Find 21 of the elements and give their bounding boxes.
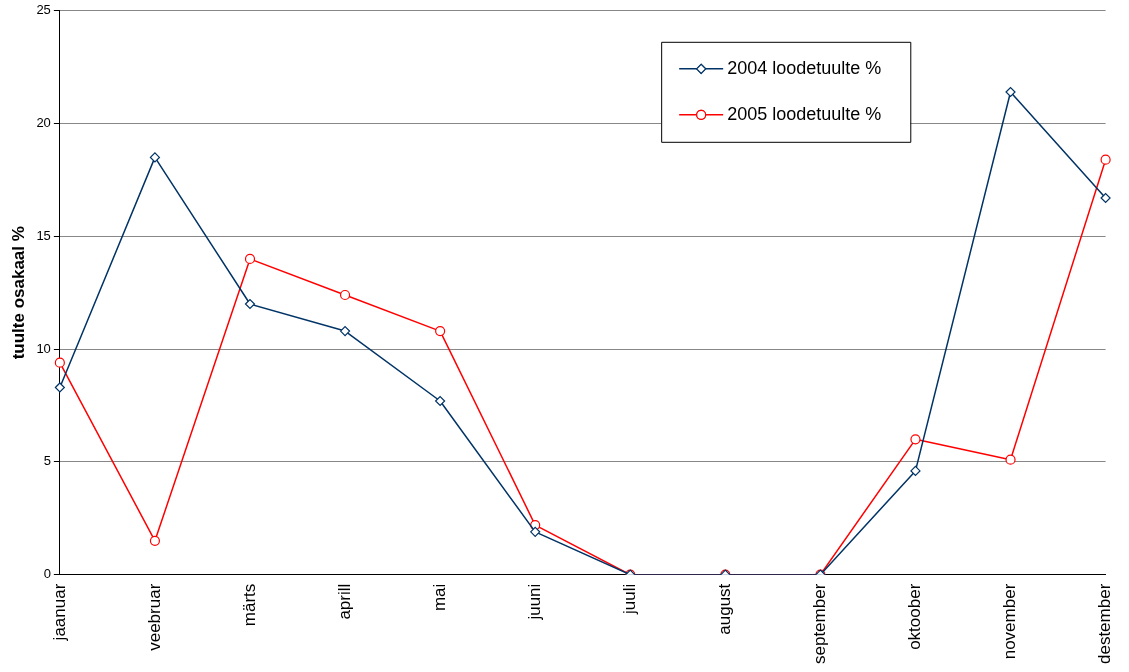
y-tick-label: 15 — [36, 227, 51, 243]
x-tick-label: aprill — [334, 583, 354, 620]
x-tick-label: veebruar — [144, 583, 164, 651]
y-tick-label: 5 — [43, 453, 51, 469]
y-axis-title: tuulte osakaal % — [8, 226, 28, 360]
x-tick-label: jaanuar — [49, 583, 69, 642]
y-tick-label: 10 — [36, 340, 51, 356]
y-tick-label: 25 — [36, 2, 51, 18]
x-tick-label: juuni — [524, 583, 544, 621]
legend-label: 2005 loodetuulte % — [727, 103, 882, 124]
x-tick-label: oktoober — [905, 583, 925, 650]
legend-label: 2004 loodetuulte % — [727, 57, 882, 78]
x-tick-label: mai — [429, 583, 449, 612]
x-tick-label: september — [810, 583, 830, 665]
y-tick-label: 20 — [36, 115, 51, 131]
x-tick-label: juuli — [619, 583, 639, 615]
y-tick-label: 0 — [43, 566, 51, 582]
x-tick-label: märts — [239, 583, 259, 627]
x-tick-label: destember — [1095, 583, 1115, 665]
x-tick-label: august — [715, 583, 735, 635]
x-tick-label: november — [1000, 583, 1020, 660]
